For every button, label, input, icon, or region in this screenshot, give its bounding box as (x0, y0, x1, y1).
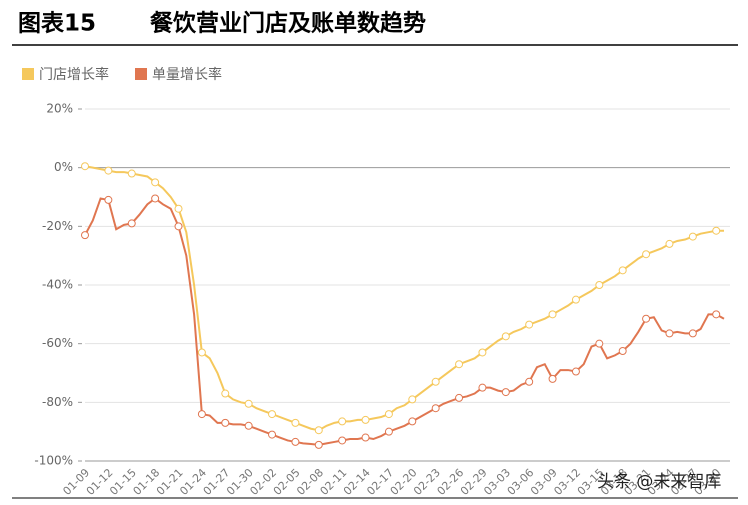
point-marker (338, 436, 347, 445)
figure-label: 图表15 (18, 11, 96, 37)
point-marker (151, 178, 160, 187)
point-marker (104, 166, 113, 175)
point-marker (595, 339, 604, 348)
point-marker (688, 329, 697, 338)
point-marker (688, 232, 697, 241)
point-marker (595, 281, 604, 289)
point-marker (525, 320, 534, 329)
point-marker (244, 399, 253, 408)
point-marker (244, 421, 253, 430)
legend-label: 门店增长率 (39, 66, 109, 83)
point-marker (174, 222, 183, 231)
point-marker (501, 388, 510, 397)
point-marker (548, 310, 557, 319)
y-tick-label: 0% (54, 160, 73, 174)
series-line (84, 165, 724, 432)
point-marker (525, 377, 534, 386)
y-tick-label: -100% (34, 454, 73, 468)
point-marker (127, 219, 136, 228)
point-marker (571, 367, 580, 376)
point-marker (291, 437, 300, 446)
point-marker (712, 226, 721, 235)
point-marker (81, 231, 89, 240)
point-marker (548, 374, 557, 383)
point-marker (478, 348, 487, 357)
watermark: 头条 @未来智库 (597, 472, 721, 492)
point-marker (408, 417, 417, 426)
point-marker (408, 395, 417, 404)
y-tick-label: -20% (42, 219, 73, 233)
point-marker (478, 383, 487, 392)
legend-label: 单量增长率 (152, 66, 222, 83)
point-marker (221, 418, 230, 427)
point-marker (571, 295, 580, 304)
point-marker (431, 404, 440, 413)
point-marker (104, 195, 113, 204)
point-marker (384, 410, 393, 419)
point-marker (501, 332, 510, 341)
y-tick-label: -60% (42, 336, 73, 350)
point-marker (197, 410, 206, 419)
point-marker (431, 377, 440, 386)
point-marker (642, 250, 651, 259)
legend-swatch (22, 68, 34, 80)
point-marker (81, 162, 89, 171)
point-marker (338, 417, 347, 426)
series-line (84, 197, 725, 446)
point-marker (361, 415, 370, 424)
point-marker (291, 418, 300, 427)
point-marker (151, 194, 160, 203)
chart-title: 餐饮营业门店及账单数趋势 (150, 10, 426, 37)
point-marker (174, 204, 183, 213)
point-marker (361, 433, 370, 442)
legend-swatch (135, 68, 147, 80)
point-marker (665, 329, 674, 338)
y-tick-label: 20% (46, 102, 73, 116)
point-marker (455, 360, 464, 369)
point-marker (665, 239, 674, 248)
point-marker (384, 427, 393, 436)
point-marker (314, 440, 323, 449)
point-marker (314, 426, 323, 435)
point-marker (618, 266, 627, 275)
y-tick-label: -40% (42, 278, 73, 292)
y-tick-label: -80% (42, 395, 73, 409)
point-marker (712, 310, 721, 319)
point-marker (268, 410, 277, 419)
point-marker (197, 348, 206, 357)
point-marker (642, 314, 651, 323)
point-marker (268, 430, 277, 439)
point-marker (618, 347, 627, 355)
point-marker (221, 389, 230, 398)
point-marker (455, 393, 464, 402)
point-marker (127, 169, 136, 178)
